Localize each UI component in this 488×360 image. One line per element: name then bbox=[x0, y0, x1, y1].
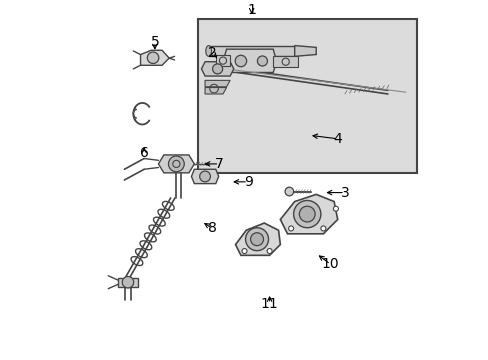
Text: 8: 8 bbox=[207, 221, 216, 235]
Circle shape bbox=[242, 248, 246, 253]
Polygon shape bbox=[208, 46, 294, 56]
Text: 3: 3 bbox=[340, 186, 348, 199]
Circle shape bbox=[147, 52, 159, 63]
Circle shape bbox=[235, 55, 246, 67]
Circle shape bbox=[168, 156, 184, 172]
Circle shape bbox=[288, 226, 293, 231]
Text: 11: 11 bbox=[260, 297, 278, 311]
Polygon shape bbox=[204, 87, 226, 94]
Circle shape bbox=[122, 276, 133, 288]
Polygon shape bbox=[204, 80, 230, 87]
Text: 10: 10 bbox=[321, 257, 339, 271]
Polygon shape bbox=[158, 155, 194, 173]
Circle shape bbox=[212, 64, 222, 74]
Polygon shape bbox=[191, 169, 218, 184]
Text: 5: 5 bbox=[150, 35, 159, 49]
Circle shape bbox=[257, 56, 267, 66]
Text: 7: 7 bbox=[215, 157, 224, 171]
Polygon shape bbox=[235, 223, 280, 255]
Circle shape bbox=[320, 226, 325, 231]
Text: 2: 2 bbox=[207, 46, 216, 60]
Polygon shape bbox=[280, 194, 337, 234]
Polygon shape bbox=[223, 49, 276, 72]
Polygon shape bbox=[294, 46, 316, 56]
Text: 9: 9 bbox=[243, 175, 252, 189]
Polygon shape bbox=[118, 278, 138, 287]
Circle shape bbox=[199, 171, 210, 182]
Polygon shape bbox=[215, 55, 230, 66]
Circle shape bbox=[299, 206, 314, 222]
Circle shape bbox=[285, 187, 293, 196]
Bar bbox=[198, 19, 416, 173]
Polygon shape bbox=[273, 56, 298, 67]
Circle shape bbox=[333, 206, 338, 211]
Text: 1: 1 bbox=[247, 3, 256, 17]
Text: 6: 6 bbox=[140, 146, 148, 160]
Ellipse shape bbox=[205, 46, 211, 56]
Circle shape bbox=[245, 228, 268, 251]
Polygon shape bbox=[140, 50, 169, 65]
Circle shape bbox=[250, 233, 263, 246]
Polygon shape bbox=[201, 62, 233, 76]
Text: 4: 4 bbox=[333, 132, 342, 146]
Circle shape bbox=[293, 201, 320, 228]
Circle shape bbox=[266, 248, 271, 253]
